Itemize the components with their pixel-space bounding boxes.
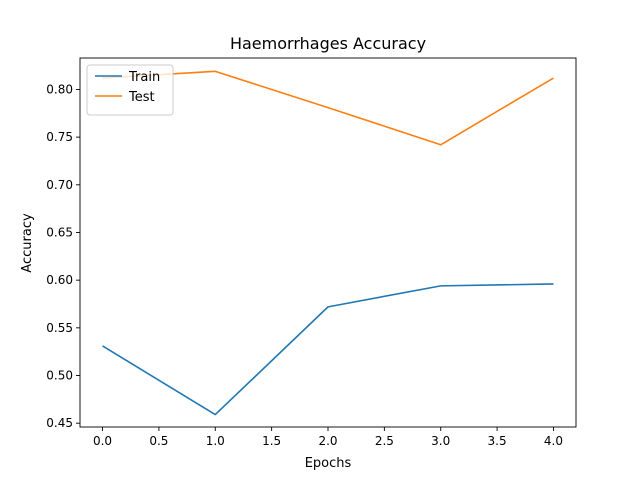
y-tick-label: 0.75 [46,130,73,144]
legend-box [86,64,174,116]
y-tick-label: 0.60 [46,273,73,287]
y-tick-label: 0.70 [46,178,73,192]
x-tick-label: 3.0 [431,434,450,448]
y-axis-label: Accuracy [20,213,35,273]
x-tick-label: 1.0 [206,434,225,448]
legend: Train Test [86,64,174,116]
series-line-0 [102,283,554,416]
y-tick-label: 0.65 [46,225,73,239]
chart-title: Haemorrhages Accuracy [230,34,426,53]
y-tick-label: 0.45 [46,416,73,430]
x-tick-label: 2.0 [318,434,337,448]
x-tick-label: 3.5 [488,434,507,448]
x-axis: 0.0 0.5 1.0 1.5 2.0 2.5 3.0 3.5 4.0 [93,427,563,448]
x-tick-label: 0.0 [93,434,112,448]
y-tick-label: 0.80 [46,82,73,96]
y-tick-label: 0.55 [46,321,73,335]
x-tick-label: 2.5 [375,434,394,448]
legend-label-0: Train [128,70,160,85]
x-tick-label: 0.5 [149,434,168,448]
x-axis-label: Epochs [305,456,352,471]
x-tick-label: 4.0 [544,434,563,448]
series-line-1 [102,70,554,146]
y-axis: 0.45 0.50 0.55 0.60 0.65 0.70 0.75 0.80 [46,82,80,430]
legend-label-1: Test [128,90,155,105]
x-tick-label: 1.5 [262,434,281,448]
y-tick-label: 0.50 [46,369,73,383]
